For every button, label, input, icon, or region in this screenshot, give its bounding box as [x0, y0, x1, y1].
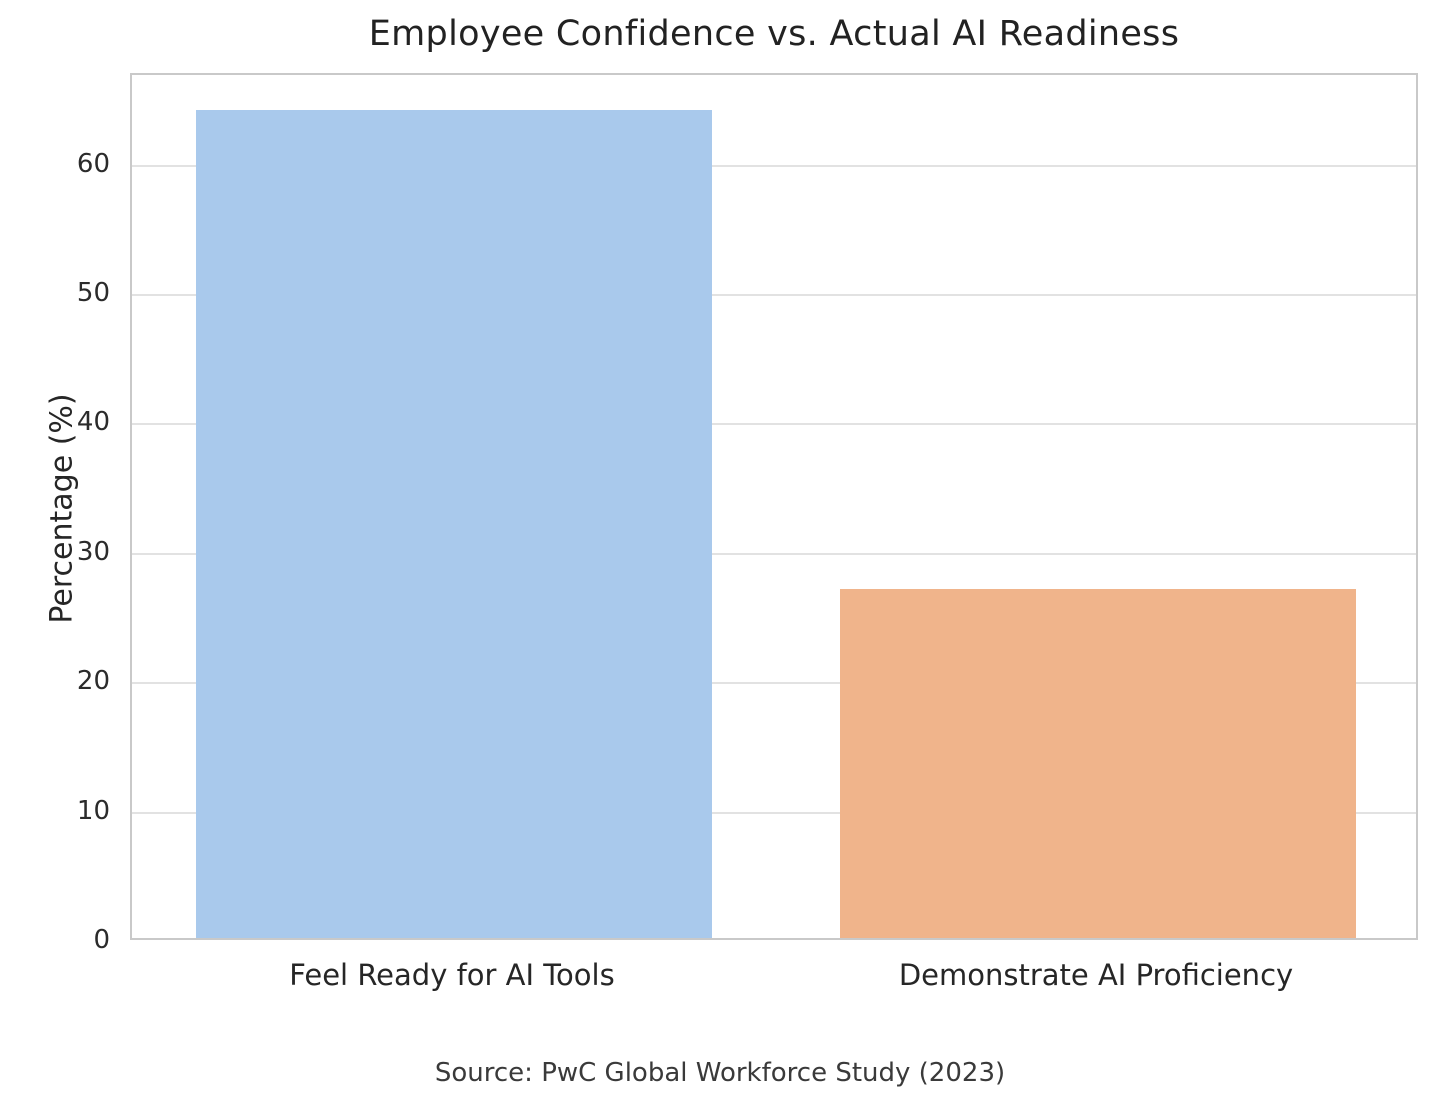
y-tick-label-50: 50 [76, 277, 110, 308]
gridline-10 [132, 811, 1416, 814]
x-tick-label-1: Feel Ready for AI Tools [289, 958, 615, 992]
y-tick-label-10: 10 [76, 795, 110, 826]
source-caption: Source: PwC Global Workforce Study (2023… [434, 1058, 1006, 1088]
plot-area [130, 73, 1418, 940]
bar-demonstrate-ai-proficiency [840, 588, 1356, 938]
gridline-20 [132, 682, 1416, 685]
chart-title: Employee Confidence vs. Actual AI Readin… [368, 14, 1180, 54]
gridline-60 [132, 164, 1416, 167]
bar-feel-ready-for-ai-tools [196, 109, 712, 938]
gridline-40 [132, 423, 1416, 426]
gridline-30 [132, 552, 1416, 555]
x-tick-label-2: Demonstrate AI Proficiency [898, 958, 1294, 992]
y-tick-label-60: 60 [76, 148, 110, 179]
gridline-50 [132, 293, 1416, 296]
y-tick-label-0: 0 [93, 925, 110, 955]
y-tick-label-20: 20 [76, 666, 110, 697]
y-tick-label-30: 30 [76, 536, 110, 567]
y-tick-label-40: 40 [76, 407, 110, 438]
